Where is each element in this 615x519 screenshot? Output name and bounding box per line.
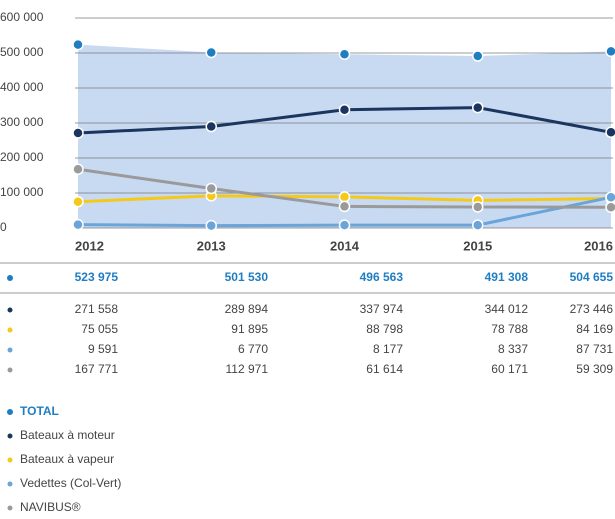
point: [472, 101, 484, 114]
point: [338, 48, 351, 60]
legend-label: Vedettes (Col-Vert): [20, 476, 121, 490]
legend-label: Bateaux à moteur: [20, 428, 115, 442]
table-cell: 8 337: [498, 342, 528, 356]
point: [605, 45, 615, 58]
table-bullet: [7, 367, 13, 373]
point: [472, 201, 484, 213]
table-cell: 61 614: [366, 362, 403, 376]
point: [205, 46, 217, 59]
legend-bullet: [7, 409, 13, 415]
table-bullet: [7, 327, 13, 333]
table-cell: 84 169: [576, 322, 613, 336]
table-cell: 501 530: [225, 270, 269, 284]
point: [205, 219, 217, 232]
table-cell: 78 788: [491, 322, 528, 336]
x-tick-label: 2013: [197, 238, 226, 253]
table-cell: 112 971: [226, 362, 269, 376]
total-area: [78, 44, 611, 228]
y-tick-label: 500 000: [0, 45, 44, 59]
point: [72, 163, 84, 176]
x-tick-label: 2012: [75, 238, 104, 253]
table-cell: 75 055: [81, 322, 118, 336]
x-tick-label: 2016: [584, 238, 613, 253]
y-tick-label: 100 000: [0, 185, 44, 199]
table-cell: 491 308: [485, 270, 529, 284]
table-cell: 59 309: [576, 362, 613, 376]
table-cell: 91 895: [231, 322, 268, 336]
table-cell: 9 591: [88, 342, 118, 356]
legend-bullet: [7, 481, 13, 487]
point: [205, 182, 217, 195]
table-cell: 271 558: [75, 302, 119, 316]
legend-bullet: [7, 433, 13, 439]
point: [338, 219, 351, 231]
x-tick-label: 2015: [463, 238, 492, 253]
table-cell: 289 894: [225, 302, 269, 316]
point: [72, 195, 84, 208]
table-bullet: [7, 347, 13, 353]
point: [338, 191, 351, 203]
table-cell: 337 974: [360, 302, 404, 316]
point: [205, 120, 217, 133]
y-tick-label: 600 000: [0, 10, 44, 24]
table-bullet: [7, 275, 13, 281]
table-cell: 167 771: [75, 362, 119, 376]
point: [72, 218, 84, 231]
legend-bullet: [7, 505, 13, 511]
point: [605, 201, 615, 213]
point: [338, 103, 351, 116]
point: [72, 127, 84, 139]
table-cell: 8 177: [373, 342, 403, 356]
point: [338, 200, 351, 213]
x-tick-label: 2014: [330, 238, 360, 253]
legend-label: Bateaux à vapeur: [20, 452, 114, 466]
y-tick-label: 400 000: [0, 80, 44, 94]
table-cell: 87 731: [576, 342, 613, 356]
table-cell: 6 770: [238, 342, 268, 356]
point: [605, 126, 615, 139]
table-cell: 523 975: [75, 270, 119, 284]
table-bullet: [7, 307, 13, 313]
point: [472, 50, 484, 62]
table-cell: 496 563: [360, 270, 404, 284]
point: [605, 191, 615, 204]
legend-label: NAVIBUS®: [20, 500, 81, 514]
point: [472, 219, 484, 231]
y-tick-label: 200 000: [0, 150, 44, 164]
y-tick-label: 0: [0, 220, 7, 234]
table-cell: 88 798: [366, 322, 403, 336]
y-tick-label: 300 000: [0, 115, 44, 129]
table-cell: 504 655: [570, 270, 614, 284]
legend-label: TOTAL: [20, 404, 59, 418]
table-cell: 344 012: [485, 302, 529, 316]
table-cell: 60 171: [491, 362, 528, 376]
legend-bullet: [7, 457, 13, 463]
table-cell: 273 446: [570, 302, 614, 316]
point: [72, 38, 84, 51]
